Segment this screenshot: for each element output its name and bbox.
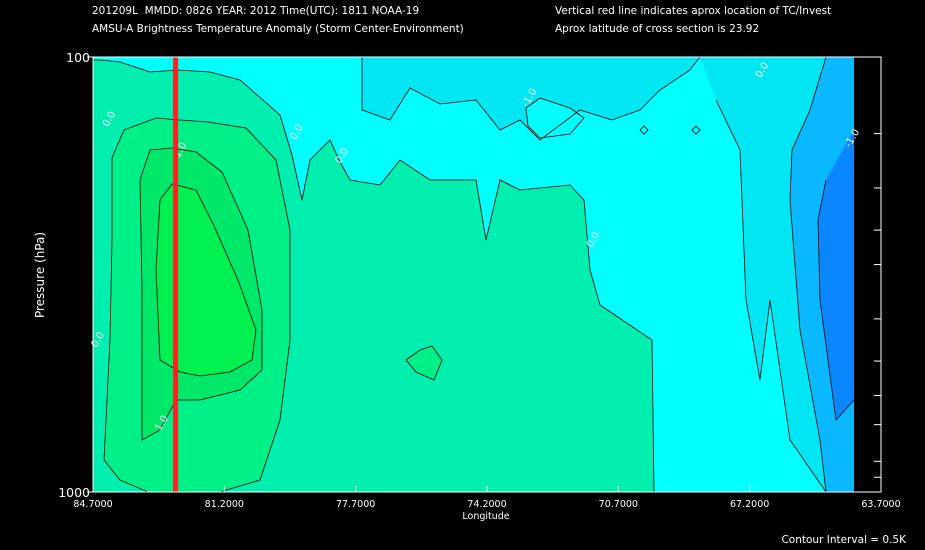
header-line-4: Aprox latitude of cross section is 23.92 (555, 23, 760, 35)
x-tick-label: 77.7000 (336, 499, 375, 510)
x-tick-label: 81.2000 (205, 499, 244, 510)
chart-title: AMSU-A Brightness Temperature Anomaly (S… (92, 23, 464, 35)
x-tick-label: 67.2000 (730, 499, 769, 510)
y-tick-label: 100 (66, 50, 90, 65)
x-tick-label: 70.7000 (599, 499, 638, 510)
header-line-1: 201209L MMDD: 0826 YEAR: 2012 Time(UTC):… (92, 5, 420, 17)
x-tick-label: 84.7000 (73, 499, 112, 510)
contour-fill-layer (93, 57, 854, 492)
band-gt-15 (156, 184, 256, 376)
contour-line-diamond-1 (639, 125, 649, 135)
contour-line-neg1-0-east (715, 99, 827, 493)
contour-line-diamond-2 (691, 125, 701, 135)
x-tick-label: 63.7000 (861, 499, 900, 510)
header-line-3: Vertical red line indicates aprox locati… (555, 5, 832, 17)
contour-interval-note: Contour Interval = 0.5K (781, 534, 906, 546)
y-tick-labels: 100 1000 (58, 50, 90, 500)
y-axis-label: Pressure (hPa) (33, 232, 47, 318)
axis-ticks (87, 56, 882, 493)
x-axis-label: Longitude (462, 511, 509, 522)
contour-line-neg1-0-right (789, 56, 827, 493)
contour-line-neg15-pocket (817, 179, 855, 421)
contour-line-gt15 (155, 183, 257, 377)
contour-line-0-0-west (93, 59, 655, 493)
contour-line-neg1-loop (525, 97, 585, 139)
contour-line-neg1-0-upper (361, 56, 701, 141)
band-neg1-neg05-upper (362, 57, 700, 140)
x-tick-label: 74.2000 (467, 499, 506, 510)
contour-line-small-loop (405, 345, 443, 381)
x-tick-labels: 84.7000 81.2000 77.7000 74.2000 70.7000 67.20… (73, 499, 900, 510)
y-tick-label: 1000 (58, 485, 90, 500)
band-neg1-neg05 (362, 57, 854, 492)
band-05-1-small (406, 346, 442, 380)
band-lt-neg15 (818, 130, 854, 420)
contour-line-1-15 (139, 147, 263, 441)
